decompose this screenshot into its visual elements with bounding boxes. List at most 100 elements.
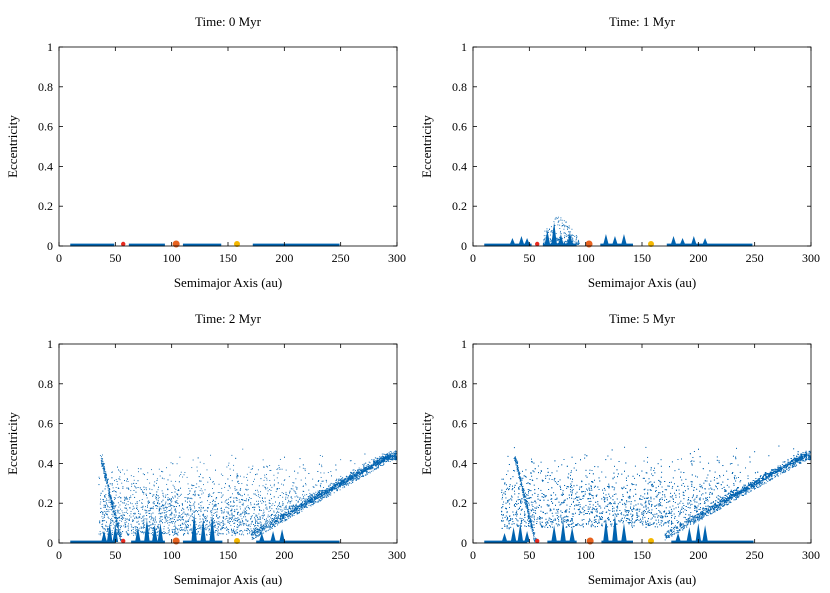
particle bbox=[131, 525, 133, 527]
particle bbox=[269, 500, 271, 502]
particle bbox=[262, 517, 264, 519]
particle bbox=[224, 518, 226, 520]
chart-title: Time: 0 Myr bbox=[195, 14, 262, 29]
particle bbox=[260, 517, 261, 519]
particle bbox=[309, 499, 311, 501]
particle bbox=[129, 497, 131, 498]
resonance-spike bbox=[551, 222, 557, 246]
particle bbox=[300, 506, 302, 507]
particle bbox=[346, 481, 347, 483]
particle bbox=[280, 517, 282, 519]
particle bbox=[110, 524, 112, 526]
particle bbox=[136, 517, 138, 519]
particle bbox=[232, 520, 234, 522]
particle bbox=[407, 446, 408, 447]
particle bbox=[377, 462, 379, 464]
planet-marker bbox=[648, 241, 655, 248]
particle bbox=[106, 531, 108, 532]
particle bbox=[332, 488, 334, 490]
particle bbox=[387, 455, 389, 457]
particle bbox=[152, 520, 154, 522]
particle bbox=[373, 462, 375, 464]
particle bbox=[196, 466, 198, 468]
particle bbox=[403, 450, 404, 451]
particle bbox=[127, 512, 129, 514]
particle bbox=[316, 496, 318, 497]
particle bbox=[303, 503, 305, 505]
particle bbox=[247, 505, 249, 507]
particle bbox=[327, 489, 329, 491]
particle bbox=[202, 492, 204, 494]
particle bbox=[227, 504, 229, 506]
particle bbox=[191, 467, 193, 469]
particle bbox=[568, 231, 570, 233]
particle bbox=[289, 492, 291, 494]
particle bbox=[194, 507, 196, 509]
particle bbox=[267, 521, 269, 523]
particle bbox=[209, 494, 211, 496]
particle bbox=[401, 456, 402, 457]
particle bbox=[134, 517, 136, 519]
particle bbox=[319, 491, 321, 492]
particle bbox=[222, 533, 224, 535]
particle bbox=[223, 511, 225, 513]
particle bbox=[360, 468, 362, 470]
particle bbox=[269, 525, 271, 527]
particle bbox=[144, 506, 146, 508]
particle bbox=[146, 497, 148, 499]
particle bbox=[114, 505, 116, 507]
particle bbox=[162, 505, 164, 507]
particle bbox=[106, 511, 108, 512]
particle bbox=[228, 485, 230, 486]
particle bbox=[408, 456, 409, 457]
particle bbox=[264, 497, 266, 499]
particle bbox=[129, 515, 131, 517]
particle bbox=[103, 507, 105, 508]
particle bbox=[109, 506, 111, 508]
particle bbox=[210, 510, 212, 512]
particle bbox=[173, 486, 175, 488]
particle bbox=[403, 459, 404, 460]
particle bbox=[183, 534, 185, 535]
particle bbox=[181, 503, 183, 504]
particle bbox=[156, 521, 157, 523]
particle bbox=[197, 531, 199, 533]
particle bbox=[104, 495, 106, 497]
resonance-spike bbox=[679, 238, 686, 246]
particle bbox=[566, 242, 568, 244]
particle bbox=[345, 478, 346, 480]
particle bbox=[216, 514, 218, 516]
particle bbox=[320, 490, 322, 492]
particle bbox=[206, 534, 208, 536]
particle bbox=[157, 526, 159, 528]
particle bbox=[262, 528, 264, 529]
particle bbox=[212, 481, 214, 482]
x-tick-label: 300 bbox=[802, 251, 820, 265]
particle bbox=[221, 487, 223, 489]
particle bbox=[226, 511, 228, 513]
particle bbox=[170, 509, 172, 511]
particle bbox=[322, 491, 324, 493]
particle bbox=[400, 459, 401, 460]
particle bbox=[238, 514, 240, 516]
particle bbox=[248, 507, 250, 509]
particle bbox=[214, 501, 216, 503]
particle bbox=[406, 458, 407, 459]
particle bbox=[259, 528, 261, 530]
particle bbox=[117, 512, 119, 514]
particle bbox=[558, 238, 560, 240]
particle bbox=[355, 474, 357, 476]
particle bbox=[551, 230, 553, 231]
particle bbox=[180, 526, 181, 528]
particle bbox=[407, 459, 408, 460]
particle bbox=[360, 473, 362, 475]
particle bbox=[208, 504, 210, 505]
particle bbox=[332, 486, 334, 488]
particle bbox=[213, 514, 214, 516]
particle bbox=[203, 521, 205, 523]
particle bbox=[262, 514, 264, 516]
particle bbox=[150, 508, 152, 510]
particle bbox=[209, 534, 211, 536]
particle bbox=[134, 485, 136, 487]
particle bbox=[347, 480, 349, 482]
